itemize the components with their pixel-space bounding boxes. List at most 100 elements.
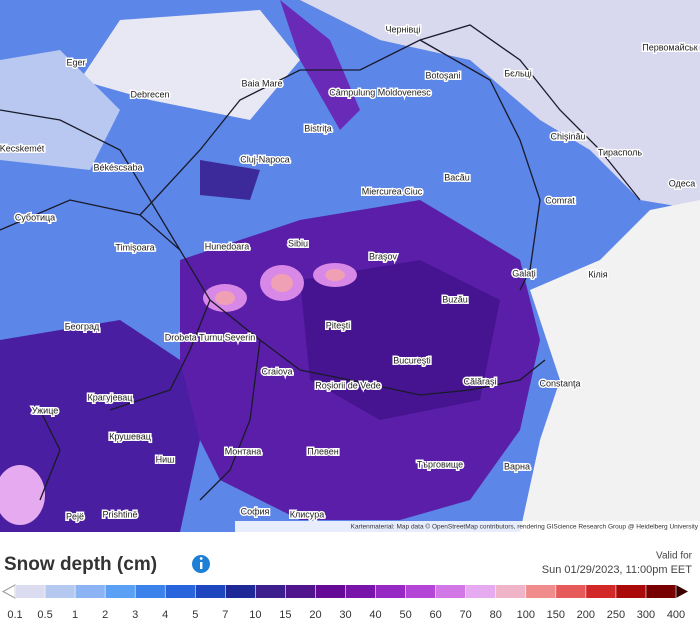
colorbar-swatch	[555, 585, 587, 598]
city-label: Търговище	[417, 459, 463, 469]
valid-time: Sun 01/29/2023, 11:00pm EET	[542, 564, 693, 576]
city-label: Плевен	[307, 446, 338, 456]
colorbar-label: 60	[430, 609, 442, 621]
snow-peak	[325, 269, 345, 281]
colorbar-swatch	[375, 585, 407, 598]
city-label: Békéscsaba	[93, 162, 142, 172]
city-label: Крушевац	[109, 431, 151, 441]
colorbar-swatch	[315, 585, 346, 598]
city-label: Кілія	[588, 269, 607, 279]
city-label: Bacău	[444, 172, 470, 182]
colorbar-label: 10	[249, 609, 261, 621]
colorbar-label: 1	[72, 609, 78, 621]
colorbar-label: 4	[162, 609, 168, 621]
light-area	[0, 0, 700, 210]
city-label: Botoşani	[425, 70, 460, 80]
city-label: Варна	[504, 461, 530, 471]
colorbar-swatch	[525, 585, 557, 598]
colorbar-label: 20	[309, 609, 321, 621]
map	[0, 0, 700, 532]
city-label: Монтана	[225, 446, 262, 456]
city-label: Prishtinë	[102, 509, 137, 519]
colorbar-label: 15	[279, 609, 291, 621]
legend-title: Snow depth (cm)	[4, 554, 157, 575]
city-labels: Eger Debrecen Baia Mare Чернівці Botoşani Бєл…	[0, 23, 699, 523]
colorbar-label: 50	[399, 609, 411, 621]
city-label: Бєльці	[504, 68, 532, 78]
colorbar-swatch	[615, 585, 647, 598]
info-stem	[200, 562, 203, 569]
snow-zone	[280, 0, 360, 130]
city-label: Чернівці	[386, 24, 421, 34]
colorbar-label: 0.1	[7, 609, 22, 621]
city-label: Ниш	[156, 454, 175, 464]
colorbar-label: 0.5	[37, 609, 52, 621]
city-label: Piteşti	[326, 320, 351, 330]
city-label: Călăraşi	[463, 376, 496, 386]
light-area	[0, 50, 120, 170]
city-label: Braşov	[369, 251, 398, 261]
city-label: Bistriţa	[304, 123, 332, 133]
colorbar-swatch	[105, 585, 136, 598]
valid-label: Valid for	[656, 551, 693, 562]
snow-peak	[271, 274, 293, 292]
city-label: Baia Mare	[241, 78, 282, 88]
city-label: Constanţa	[539, 378, 580, 388]
attribution: Kartenmaterial: Map data © OpenStreetMap…	[351, 523, 699, 531]
colorbar-label: 300	[637, 609, 655, 621]
city-label: Eger	[66, 57, 85, 67]
colorbar-swatch	[135, 585, 166, 598]
colorbar-swatch	[345, 585, 377, 598]
colorbar-swatch	[255, 585, 286, 598]
colorbar-swatch	[645, 585, 677, 598]
colorbar-label: 30	[339, 609, 351, 621]
colorbar-swatch	[465, 585, 497, 598]
city-label: Comrat	[545, 195, 575, 205]
colorbar-label: 80	[490, 609, 502, 621]
info-icon[interactable]	[192, 555, 210, 573]
colorbar: 0.1 0.5 1 2 3 4 5 7 10 15 20 30 40 50 60 70 80 100 150 200 2…	[1, 584, 688, 621]
colorbar-swatch	[585, 585, 617, 598]
colorbar-swatch	[495, 585, 527, 598]
colorbar-label: 100	[517, 609, 535, 621]
city-label: Debrecen	[130, 89, 169, 99]
colorbar-max-arrow	[676, 585, 688, 598]
colorbar-swatch	[405, 585, 437, 598]
city-label: Ужице	[32, 405, 59, 415]
city-label: Galaţi	[512, 268, 536, 278]
snow-peak	[215, 291, 235, 305]
colorbar-min-arrow	[1, 584, 16, 599]
city-label: Cluj-Napoca	[240, 154, 290, 164]
colorbar-swatch	[165, 585, 196, 598]
city-label: Первомайськ	[642, 42, 698, 52]
city-label: Суботица	[15, 212, 55, 222]
city-label: Câmpulung Moldovenesc	[329, 87, 431, 97]
city-label: Hunedoara	[205, 241, 250, 251]
colorbar-label: 400	[667, 609, 685, 621]
colorbar-label: 3	[132, 609, 138, 621]
city-label: Chişinău	[550, 131, 585, 141]
colorbar-swatch	[45, 585, 76, 598]
city-label: Клисура	[290, 509, 324, 519]
colorbar-swatch	[225, 585, 256, 598]
colorbar-swatch	[15, 585, 46, 598]
colorbar-label: 150	[547, 609, 565, 621]
snow-zone	[200, 160, 260, 200]
city-label: Bucureşti	[393, 355, 431, 365]
sea	[520, 200, 700, 532]
colorbar-swatch	[195, 585, 226, 598]
city-label: Drobeta Turnu Severin	[165, 332, 256, 342]
colorbar-label: 40	[369, 609, 381, 621]
colorbar-label: 7	[222, 609, 228, 621]
colorbar-label: 250	[607, 609, 625, 621]
city-label: Тирасполь	[598, 147, 643, 157]
city-label: Pejë	[66, 511, 84, 521]
colorbar-swatch	[435, 585, 467, 598]
city-label: Buzău	[442, 294, 468, 304]
colorbar-label: 5	[192, 609, 198, 621]
city-label: Roşiorii de Vede	[315, 380, 381, 390]
colorbar-label: 200	[577, 609, 595, 621]
colorbar-label: 70	[460, 609, 472, 621]
city-label: Sibiu	[288, 238, 308, 248]
